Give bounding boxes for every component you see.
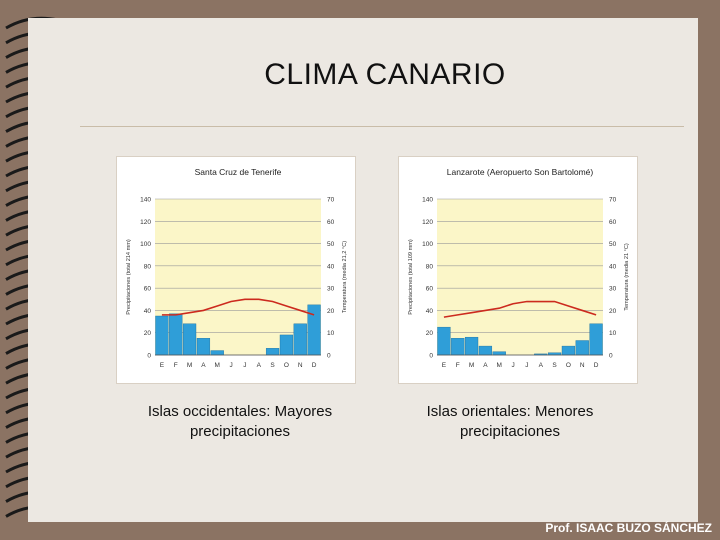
y-axis-label-left: Precipitaciones (total 109 mm) bbox=[408, 239, 414, 315]
y-tick-right: 50 bbox=[609, 241, 617, 248]
y-tick-right: 10 bbox=[609, 330, 617, 337]
slide-title: CLIMA CANARIO bbox=[264, 58, 506, 91]
precipitation-bar bbox=[196, 338, 211, 356]
precipitation-bar bbox=[464, 336, 479, 356]
precipitation-bar bbox=[437, 326, 451, 356]
y-tick-right: 30 bbox=[609, 286, 617, 293]
y-tick-left: 120 bbox=[422, 219, 433, 226]
precipitation-bar bbox=[575, 340, 589, 356]
x-tick-label: S bbox=[552, 362, 557, 369]
x-tick-label: E bbox=[160, 362, 165, 369]
x-tick-label: F bbox=[174, 362, 178, 369]
y-tick-left: 80 bbox=[426, 263, 434, 270]
y-tick-right: 0 bbox=[609, 353, 613, 360]
precipitation-bar bbox=[210, 350, 224, 356]
precipitation-bar bbox=[478, 345, 493, 356]
y-tick-right: 40 bbox=[609, 263, 617, 270]
x-tick-label: J bbox=[511, 362, 514, 369]
temperature-line bbox=[161, 298, 315, 316]
y-tick-right: 70 bbox=[327, 197, 335, 204]
y-tick-left: 20 bbox=[144, 330, 152, 337]
x-tick-label: E bbox=[442, 362, 447, 369]
y-tick-left: 120 bbox=[140, 219, 151, 226]
precipitation-bar bbox=[279, 334, 294, 356]
x-tick-label: J bbox=[525, 362, 528, 369]
chart-lanzarote: Lanzarote (Aeropuerto Son Bartolomé) 0 20 4… bbox=[398, 156, 638, 384]
y-tick-left: 60 bbox=[426, 286, 434, 293]
x-tick-label: A bbox=[539, 362, 544, 369]
y-tick-right: 10 bbox=[327, 330, 335, 337]
plot-area bbox=[155, 199, 321, 355]
temperature-line bbox=[443, 300, 597, 318]
y-axis-label-right: Temperatura (media 21 °C) bbox=[624, 243, 630, 311]
plot-area bbox=[437, 199, 603, 355]
x-tick-label: D bbox=[594, 362, 599, 369]
x-tick-label: M bbox=[469, 362, 474, 369]
x-tick-label: J bbox=[229, 362, 232, 369]
precipitation-bar bbox=[451, 338, 465, 356]
caption-western-islands: Islas occidentales: Mayores precipitacio… bbox=[147, 403, 333, 440]
x-tick-label: M bbox=[215, 362, 220, 369]
x-tick-label: J bbox=[243, 362, 246, 369]
x-tick-label: A bbox=[483, 362, 488, 369]
y-tick-left: 20 bbox=[426, 330, 434, 337]
y-tick-left: 140 bbox=[422, 197, 433, 204]
x-tick-label: M bbox=[187, 362, 192, 369]
x-tick-label: M bbox=[497, 362, 502, 369]
y-tick-right: 50 bbox=[327, 241, 335, 248]
x-tick-label: A bbox=[201, 362, 206, 369]
x-tick-label: O bbox=[284, 362, 289, 369]
x-tick-label: F bbox=[456, 362, 460, 369]
x-tick-label: O bbox=[566, 362, 571, 369]
y-tick-left: 80 bbox=[144, 263, 152, 270]
precipitation-bar bbox=[169, 313, 183, 356]
y-tick-left: 140 bbox=[140, 197, 151, 204]
y-tick-left: 100 bbox=[422, 241, 433, 248]
y-tick-right: 70 bbox=[609, 197, 617, 204]
x-tick-label: N bbox=[298, 362, 303, 369]
precipitation-bar bbox=[265, 348, 280, 356]
y-tick-left: 0 bbox=[147, 353, 151, 360]
x-tick-label: S bbox=[270, 362, 275, 369]
y-tick-right: 20 bbox=[609, 308, 617, 315]
x-tick-label: N bbox=[580, 362, 585, 369]
y-tick-left: 40 bbox=[144, 308, 152, 315]
precipitation-bar bbox=[293, 323, 307, 356]
title-divider bbox=[80, 126, 684, 127]
y-tick-left: 40 bbox=[426, 308, 434, 315]
y-tick-left: 100 bbox=[140, 241, 151, 248]
y-tick-right: 30 bbox=[327, 286, 335, 293]
y-tick-right: 60 bbox=[327, 219, 335, 226]
chart-tenerife: Santa Cruz de Tenerife 0 20 40 60 80 100 120 140… bbox=[116, 156, 356, 384]
precipitation-bar bbox=[182, 323, 197, 356]
y-tick-right: 0 bbox=[327, 353, 331, 360]
y-axis-label-right: Temperatura (media 21,2 °C) bbox=[342, 241, 348, 313]
precipitation-bar bbox=[155, 315, 169, 356]
precipitation-bar bbox=[307, 304, 321, 356]
chart-lanzarote-svg: Lanzarote (Aeropuerto Son Bartolomé) 0 20 4… bbox=[408, 167, 630, 369]
precipitation-bar bbox=[589, 323, 603, 356]
chart-tenerife-svg: Santa Cruz de Tenerife020406080100120140… bbox=[126, 167, 348, 369]
y-tick-left: 60 bbox=[144, 286, 152, 293]
precipitation-bar bbox=[492, 351, 506, 356]
y-tick-left: 0 bbox=[429, 353, 433, 360]
precipitation-bar bbox=[561, 345, 576, 356]
author-footer: Prof. ISAAC BUZO SÁNCHEZ bbox=[545, 521, 712, 535]
chart-title: Santa Cruz de Tenerife bbox=[195, 167, 282, 177]
chart-title: Lanzarote (Aeropuerto Son Bartolomé) bbox=[447, 167, 594, 177]
x-tick-label: D bbox=[312, 362, 317, 369]
y-tick-right: 20 bbox=[327, 308, 335, 315]
caption-eastern-islands: Islas orientales: Menores precipitacione… bbox=[426, 403, 594, 440]
x-tick-label: A bbox=[257, 362, 262, 369]
y-tick-right: 60 bbox=[609, 219, 617, 226]
y-axis-label-left: Precipitaciones (total 214 mm) bbox=[126, 239, 132, 315]
y-tick-right: 40 bbox=[327, 263, 335, 270]
